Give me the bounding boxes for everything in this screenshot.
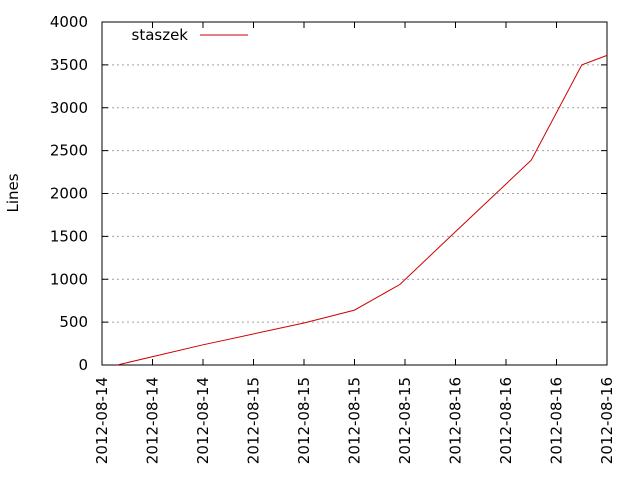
x-tick-label: 2012-08-15 — [295, 377, 313, 464]
y-tick-label: 4000 — [50, 13, 88, 31]
x-tick-label: 2012-08-15 — [346, 377, 364, 464]
x-tick-label: 2012-08-16 — [447, 377, 465, 464]
legend-label: staszek — [132, 26, 189, 44]
series-line — [117, 54, 608, 366]
y-tick-label: 500 — [59, 313, 88, 331]
y-tick-label: 2500 — [50, 142, 88, 160]
x-tick-label: 2012-08-14 — [93, 377, 111, 464]
x-tick-label: 2012-08-15 — [245, 377, 263, 464]
x-tick-label: 2012-08-14 — [194, 377, 212, 464]
y-axis-label: Lines — [4, 173, 22, 212]
x-tick-label: 2012-08-16 — [598, 377, 616, 464]
x-tick-label: 2012-08-16 — [497, 377, 515, 464]
x-tick-label: 2012-08-15 — [396, 377, 414, 464]
grid-lines — [102, 64, 607, 323]
x-tick-labels: 2012-08-14 2012-08-14 2012-08-14 2012-08-15… — [93, 377, 616, 464]
y-tick-label: 2000 — [50, 185, 88, 203]
y-tick-label: 3000 — [50, 99, 88, 117]
x-tick-label: 2012-08-16 — [548, 377, 566, 464]
legend: staszek — [132, 26, 248, 44]
y-tick-label: 3500 — [50, 56, 88, 74]
x-tick-label: 2012-08-14 — [144, 377, 162, 464]
y-tick-labels: 0 500 1000 1500 2000 2500 3000 3500 4000 — [50, 13, 88, 374]
y-tick-label: 1000 — [50, 270, 88, 288]
axis-ticks — [101, 21, 608, 366]
y-tick-label: 1500 — [50, 227, 88, 245]
y-tick-label: 0 — [78, 356, 88, 374]
series-lines — [117, 54, 608, 366]
